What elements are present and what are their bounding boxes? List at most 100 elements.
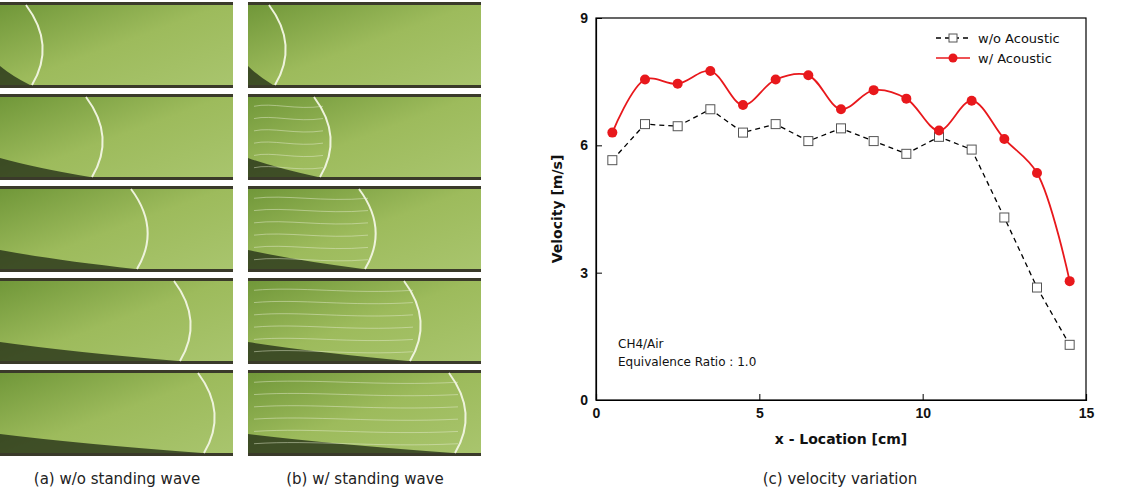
point bbox=[901, 94, 911, 104]
point bbox=[837, 124, 846, 133]
legend-item: w/ Acoustic bbox=[936, 51, 1052, 66]
frame-background bbox=[0, 186, 233, 272]
cell-line bbox=[254, 406, 458, 408]
frame-edge bbox=[0, 186, 233, 189]
point bbox=[869, 85, 879, 95]
cell-line bbox=[254, 259, 368, 261]
point bbox=[771, 75, 781, 85]
shadow bbox=[0, 250, 135, 269]
tick-label: 0 bbox=[593, 405, 601, 421]
legend-label: w/ Acoustic bbox=[978, 51, 1052, 66]
tick-label: 6 bbox=[580, 137, 588, 153]
cell-line bbox=[254, 234, 368, 236]
legend-marker bbox=[949, 54, 958, 63]
point bbox=[1032, 168, 1042, 178]
flame-front bbox=[359, 189, 376, 269]
frame-background bbox=[248, 186, 481, 272]
frame-background bbox=[248, 2, 481, 88]
annotation: Equivalence Ratio : 1.0 bbox=[618, 355, 756, 369]
point bbox=[934, 125, 944, 135]
point bbox=[607, 128, 617, 138]
photo-frame bbox=[248, 94, 481, 180]
flame-front bbox=[269, 5, 286, 85]
point bbox=[869, 137, 878, 146]
point bbox=[673, 122, 682, 131]
shadow bbox=[0, 158, 90, 177]
shadow bbox=[0, 342, 178, 361]
flame-front bbox=[314, 97, 331, 177]
frame-edge bbox=[248, 453, 481, 456]
series-line bbox=[612, 109, 1069, 345]
photo-panel bbox=[0, 2, 233, 456]
point bbox=[1065, 276, 1075, 286]
flame-front bbox=[404, 281, 421, 361]
x-axis: 051015 bbox=[593, 394, 1095, 421]
frame-background bbox=[248, 370, 481, 456]
caption: (c) velocity variation bbox=[763, 470, 917, 488]
cell-line bbox=[254, 443, 458, 445]
tick-label: 15 bbox=[1079, 405, 1095, 421]
tick: 15 bbox=[1079, 394, 1095, 421]
photo-frame bbox=[0, 2, 233, 88]
caption: (a) w/o standing wave bbox=[34, 470, 200, 488]
point bbox=[804, 137, 813, 146]
cell-line bbox=[254, 381, 458, 383]
tick-label: 3 bbox=[580, 265, 588, 281]
tick: 10 bbox=[915, 394, 931, 421]
legend-label: w/o Acoustic bbox=[978, 31, 1060, 46]
series-line bbox=[612, 71, 1069, 281]
cell-line bbox=[254, 314, 413, 316]
legend-marker bbox=[949, 34, 957, 42]
tick-mark bbox=[596, 273, 602, 274]
y-axis-title: Velocity [m/s] bbox=[549, 155, 565, 264]
shadow bbox=[0, 66, 30, 85]
point bbox=[1033, 283, 1042, 292]
frame-edge bbox=[248, 177, 481, 180]
figure: (a) w/o standing wave (b) w/ standing wav… bbox=[0, 0, 1127, 494]
frame-edge bbox=[0, 361, 233, 364]
axis-line bbox=[597, 19, 603, 401]
point bbox=[803, 70, 813, 80]
flame-front bbox=[449, 373, 466, 453]
frame-edge bbox=[0, 278, 233, 281]
photo-frame bbox=[0, 186, 233, 272]
frame-edge bbox=[248, 94, 481, 97]
caption: (b) w/ standing wave bbox=[286, 470, 444, 488]
photo-frame bbox=[248, 370, 481, 456]
frame-edge bbox=[0, 269, 233, 272]
photo-frame bbox=[0, 370, 233, 456]
cell-line bbox=[254, 301, 413, 303]
flame-front bbox=[174, 281, 191, 361]
shadow bbox=[0, 434, 202, 453]
cell-line bbox=[254, 209, 368, 211]
photo-frame bbox=[248, 2, 481, 88]
point bbox=[739, 128, 748, 137]
tick-label: 10 bbox=[915, 405, 931, 421]
flame-front bbox=[26, 5, 43, 85]
frame-edge bbox=[0, 370, 233, 373]
tick-mark bbox=[923, 394, 924, 400]
y-axis: 0369 bbox=[580, 10, 602, 408]
frame-background bbox=[0, 2, 233, 88]
tick-label: 9 bbox=[580, 10, 588, 26]
cell-line bbox=[254, 117, 323, 119]
legend: w/o Acoustic w/ Acoustic bbox=[936, 31, 1060, 66]
frame-background bbox=[248, 94, 481, 180]
point bbox=[902, 149, 911, 158]
frame-edge bbox=[0, 85, 233, 88]
point bbox=[673, 79, 683, 89]
tick-mark bbox=[596, 145, 602, 146]
cell-line bbox=[254, 167, 323, 169]
frame-edge bbox=[248, 370, 481, 373]
frame-edge bbox=[248, 278, 481, 281]
point bbox=[705, 66, 715, 76]
cell-line bbox=[254, 351, 413, 353]
point bbox=[1065, 340, 1074, 349]
point bbox=[1000, 213, 1009, 222]
point bbox=[608, 156, 617, 165]
cell-line bbox=[254, 393, 458, 395]
frame-edge bbox=[0, 94, 233, 97]
frame-edge bbox=[248, 186, 481, 189]
cell-line bbox=[254, 197, 368, 199]
photo-frame bbox=[0, 94, 233, 180]
